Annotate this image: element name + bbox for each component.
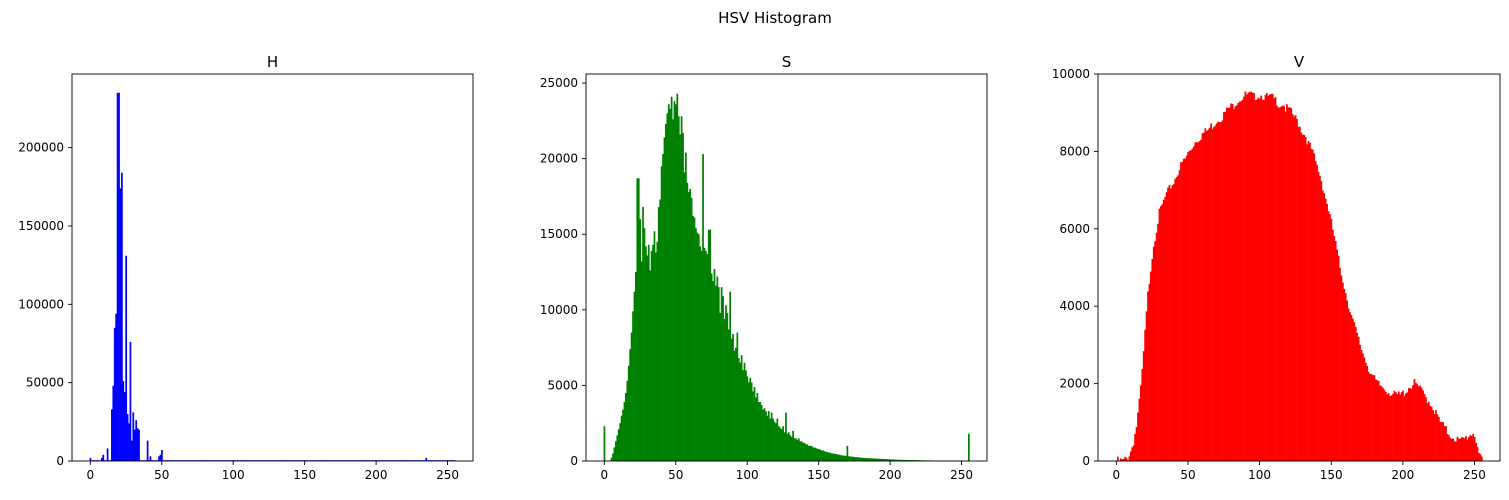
x-tick-label: 150 bbox=[293, 468, 316, 482]
y-tick-label: 0 bbox=[56, 454, 64, 468]
histogram-bar bbox=[102, 455, 104, 461]
x-tick-label: 0 bbox=[600, 468, 608, 482]
x-tick-label: 250 bbox=[436, 468, 459, 482]
y-tick-label: 2000 bbox=[1059, 377, 1090, 391]
x-tick-label: 150 bbox=[1320, 468, 1343, 482]
y-tick-label: 10000 bbox=[1052, 67, 1090, 81]
histogram-bar bbox=[90, 458, 92, 461]
x-tick-label: 50 bbox=[154, 468, 169, 482]
x-tick-label: 50 bbox=[668, 468, 683, 482]
x-tick-label: 100 bbox=[736, 468, 759, 482]
y-tick-label: 150000 bbox=[18, 219, 64, 233]
histogram-bar bbox=[604, 426, 606, 461]
histogram-bar bbox=[1481, 457, 1483, 461]
x-tick-label: 200 bbox=[365, 468, 388, 482]
x-tick-label: 0 bbox=[86, 468, 94, 482]
histogram-bar bbox=[1117, 457, 1119, 461]
y-tick-label: 0 bbox=[1082, 454, 1090, 468]
x-tick-label: 200 bbox=[879, 468, 902, 482]
axes-title-s: S bbox=[782, 53, 792, 71]
y-tick-label: 15000 bbox=[540, 227, 578, 241]
x-tick-label: 0 bbox=[1113, 468, 1121, 482]
y-tick-label: 200000 bbox=[18, 141, 64, 155]
y-tick-label: 25000 bbox=[540, 76, 578, 90]
histogram-bar bbox=[107, 448, 109, 461]
y-tick-label: 4000 bbox=[1059, 299, 1090, 313]
x-tick-label: 100 bbox=[222, 468, 245, 482]
x-tick-label: 100 bbox=[1248, 468, 1271, 482]
x-tick-label: 150 bbox=[807, 468, 830, 482]
figure-suptitle: HSV Histogram bbox=[718, 9, 832, 27]
histogram-bar bbox=[147, 441, 149, 461]
y-tick-label: 50000 bbox=[26, 376, 64, 390]
histogram-bar bbox=[138, 430, 140, 461]
axes-title-v: V bbox=[1294, 53, 1305, 71]
x-tick-label: 50 bbox=[1180, 468, 1195, 482]
x-tick-label: 200 bbox=[1391, 468, 1414, 482]
histogram-bar bbox=[150, 456, 152, 461]
x-tick-label: 250 bbox=[950, 468, 973, 482]
y-tick-label: 6000 bbox=[1059, 222, 1090, 236]
y-tick-label: 100000 bbox=[18, 297, 64, 311]
y-tick-label: 5000 bbox=[547, 378, 578, 392]
histogram-bar bbox=[425, 458, 427, 461]
y-tick-label: 0 bbox=[570, 454, 578, 468]
histogram-bar bbox=[968, 434, 970, 461]
y-tick-label: 20000 bbox=[540, 152, 578, 166]
histogram-bar bbox=[161, 450, 163, 461]
y-tick-label: 8000 bbox=[1059, 144, 1090, 158]
axes-title-h: H bbox=[267, 53, 278, 71]
y-tick-label: 10000 bbox=[540, 303, 578, 317]
x-tick-label: 250 bbox=[1463, 468, 1486, 482]
